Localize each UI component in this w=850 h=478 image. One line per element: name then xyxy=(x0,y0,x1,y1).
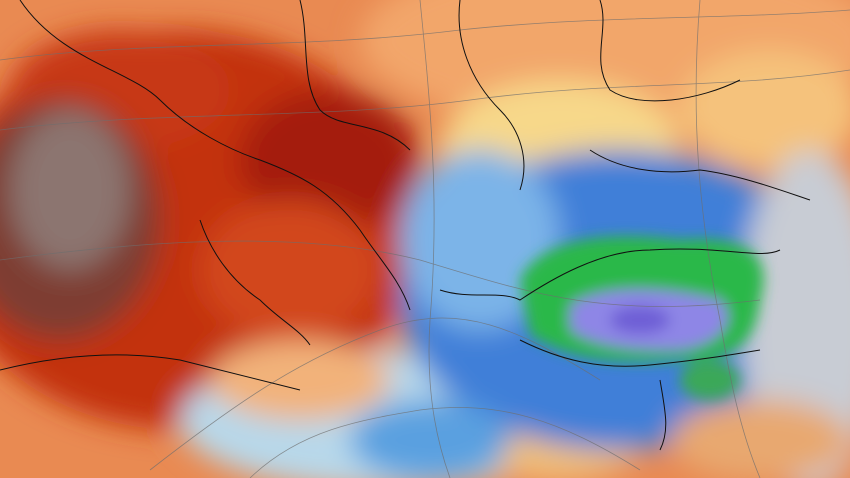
precip-core xyxy=(520,236,764,400)
borders-coastlines xyxy=(0,0,811,451)
